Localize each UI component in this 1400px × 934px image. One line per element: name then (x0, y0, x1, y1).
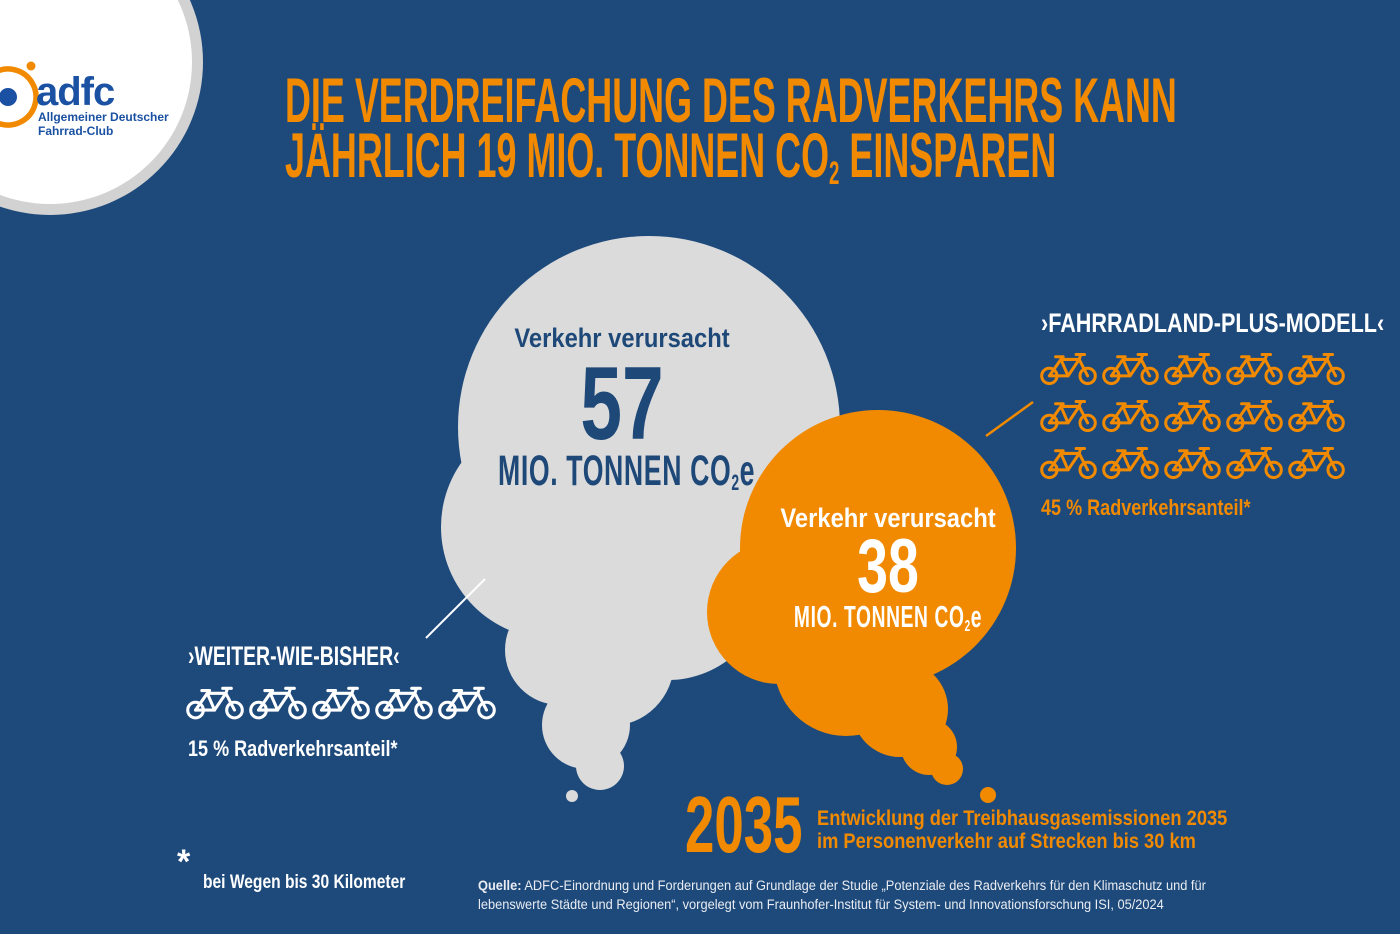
footnote-text: bei Wegen bis 30 Kilometer (203, 872, 406, 893)
scenario-plus-title: ›FAHRRADLAND-PLUS-MODELL‹ (1041, 308, 1385, 338)
bicycle-icon (1226, 348, 1283, 386)
bicycle-icon (1102, 348, 1159, 386)
bicycle-icon (186, 681, 244, 721)
bicycle-icon (1102, 442, 1159, 480)
bubble-plus-value: 38 (857, 524, 919, 609)
bubble-plus-label: Verkehr verursacht (780, 503, 996, 533)
co2e-subscript: 2 (731, 469, 740, 495)
bicycle-icon (1288, 395, 1345, 433)
bicycle-icon (249, 681, 307, 721)
caption-line-1: Entwicklung der Treibhausgasemissionen 2… (817, 806, 1228, 830)
bicycle-icon (1040, 348, 1097, 386)
scenario-plus-share: 45 % Radverkehrsanteil* (1041, 495, 1251, 520)
bicycle-icon (1164, 442, 1221, 480)
bicycle-icon (438, 681, 496, 721)
bike-row (186, 681, 496, 721)
headline-line-1: DIE VERDREIFACHUNG DES RADVERKEHRS KANN (285, 66, 1177, 136)
source-label: Quelle: (478, 878, 522, 893)
bicycle-icon (1040, 442, 1097, 480)
source-line-2: lebenswerte Städte und Regionen“, vorgel… (478, 897, 1164, 912)
co2e-subscript: 2 (964, 616, 971, 635)
scenario-plus-pictogram (1040, 348, 1345, 480)
bike-row-1 (1040, 348, 1345, 386)
bubble-current-unit: MIO. TONNEN CO2e (498, 447, 756, 495)
bicycle-icon (1102, 395, 1159, 433)
bicycle-icon (1288, 348, 1345, 386)
bike-row-3 (1040, 442, 1345, 480)
bubble-plus-unit: MIO. TONNEN CO2e (793, 599, 983, 635)
bicycle-icon (1040, 395, 1097, 433)
source-line-1: Quelle: ADFC-Einordnung und Forderungen … (478, 878, 1206, 893)
connector-line-plus (985, 400, 1034, 438)
bicycle-icon (1288, 442, 1345, 480)
thought-bubble-plus (707, 410, 1016, 803)
adfc-logo-circle (0, 0, 203, 215)
bicycle-icon (375, 681, 433, 721)
headline-co2-subscript: 2 (829, 154, 840, 192)
bubble-current-value: 57 (580, 346, 664, 462)
bicycle-icon (312, 681, 370, 721)
bicycle-icon (1164, 395, 1221, 433)
adfc-logo-wordmark: adfc (36, 70, 115, 114)
bicycle-icon (1226, 395, 1283, 433)
scenario-bau-title: ›WEITER-WIE-BISHER‹ (188, 641, 400, 671)
scenario-bau-share: 15 % Radverkehrsanteil* (188, 736, 398, 761)
footnote-asterisk-icon: * (177, 843, 191, 881)
bike-row-2 (1040, 395, 1345, 433)
adfc-logo-mark (0, 61, 39, 128)
scenario-bau-pictogram (186, 681, 496, 721)
bubble-current-label: Verkehr verursacht (514, 323, 730, 353)
adfc-logo-tagline-2: Fahrrad-Club (38, 124, 114, 138)
bicycle-icon (1226, 442, 1283, 480)
source-note: Quelle: ADFC-Einordnung und Forderungen … (478, 876, 1206, 914)
bicycle-icon (1164, 348, 1221, 386)
year-label: 2035 (685, 780, 803, 869)
chart-caption: Entwicklung der Treibhausgasemissionen 2… (817, 807, 1227, 853)
adfc-logo-tagline-1: Allgemeiner Deutscher (38, 110, 169, 124)
caption-line-2: im Personenverkehr auf Strecken bis 30 k… (817, 829, 1196, 853)
connector-line-bau (425, 578, 486, 639)
headline-line-2: JÄHRLICH 19 MIO. TONNEN CO2 EINSPAREN (285, 121, 1057, 192)
